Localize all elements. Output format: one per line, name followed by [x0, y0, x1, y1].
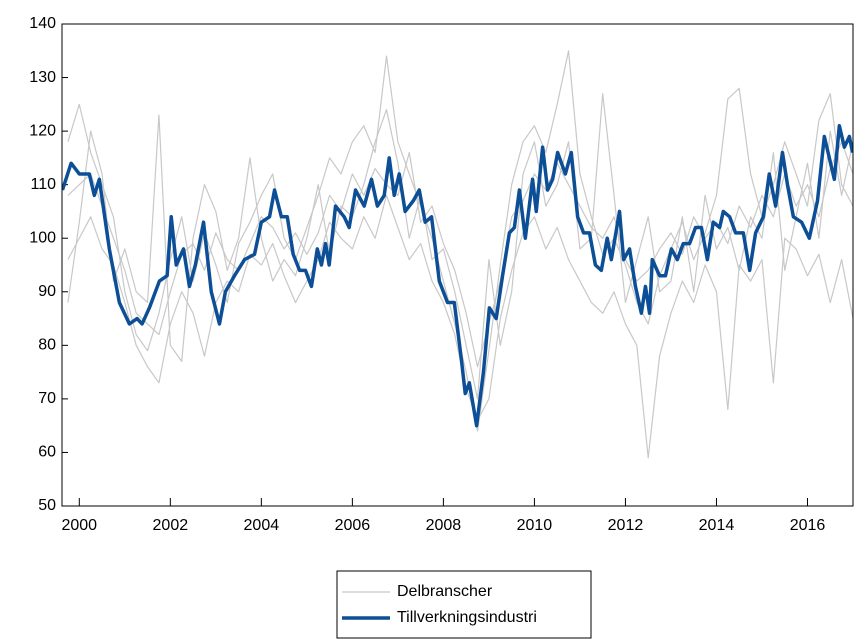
y-tick-label: 120: [29, 122, 56, 139]
x-tick-label: 2002: [153, 517, 189, 534]
x-tick-label: 2014: [699, 517, 735, 534]
plot-frame: [61, 23, 854, 507]
x-tick-label: 2016: [790, 517, 826, 534]
x-tick-label: 2012: [608, 517, 644, 534]
y-tick-label: 90: [38, 283, 56, 300]
y-tick-label: 140: [29, 15, 56, 32]
y-tick-label: 50: [38, 497, 56, 514]
y-tick-label: 60: [38, 444, 56, 461]
x-tick-label: 2010: [517, 517, 553, 534]
y-tick-label: 80: [38, 337, 56, 354]
series-line: [67, 50, 853, 432]
y-tick-label: 110: [30, 176, 56, 193]
series-line: [67, 194, 853, 459]
series-line: [67, 93, 853, 400]
series-line: [62, 124, 853, 428]
y-tick-label: 130: [29, 69, 56, 86]
series-line: [67, 141, 853, 368]
y-tick-label: 100: [29, 229, 56, 246]
legend-label: Delbranscher: [397, 583, 493, 600]
legend-box: [336, 570, 592, 639]
x-tick-label: 2008: [426, 517, 462, 534]
x-tick-label: 2004: [244, 517, 280, 534]
x-tick-label: 2000: [61, 517, 97, 534]
legend-label: Tillverkningsindustri: [397, 609, 537, 626]
x-tick-label: 2006: [335, 517, 371, 534]
y-tick-label: 70: [38, 390, 56, 407]
